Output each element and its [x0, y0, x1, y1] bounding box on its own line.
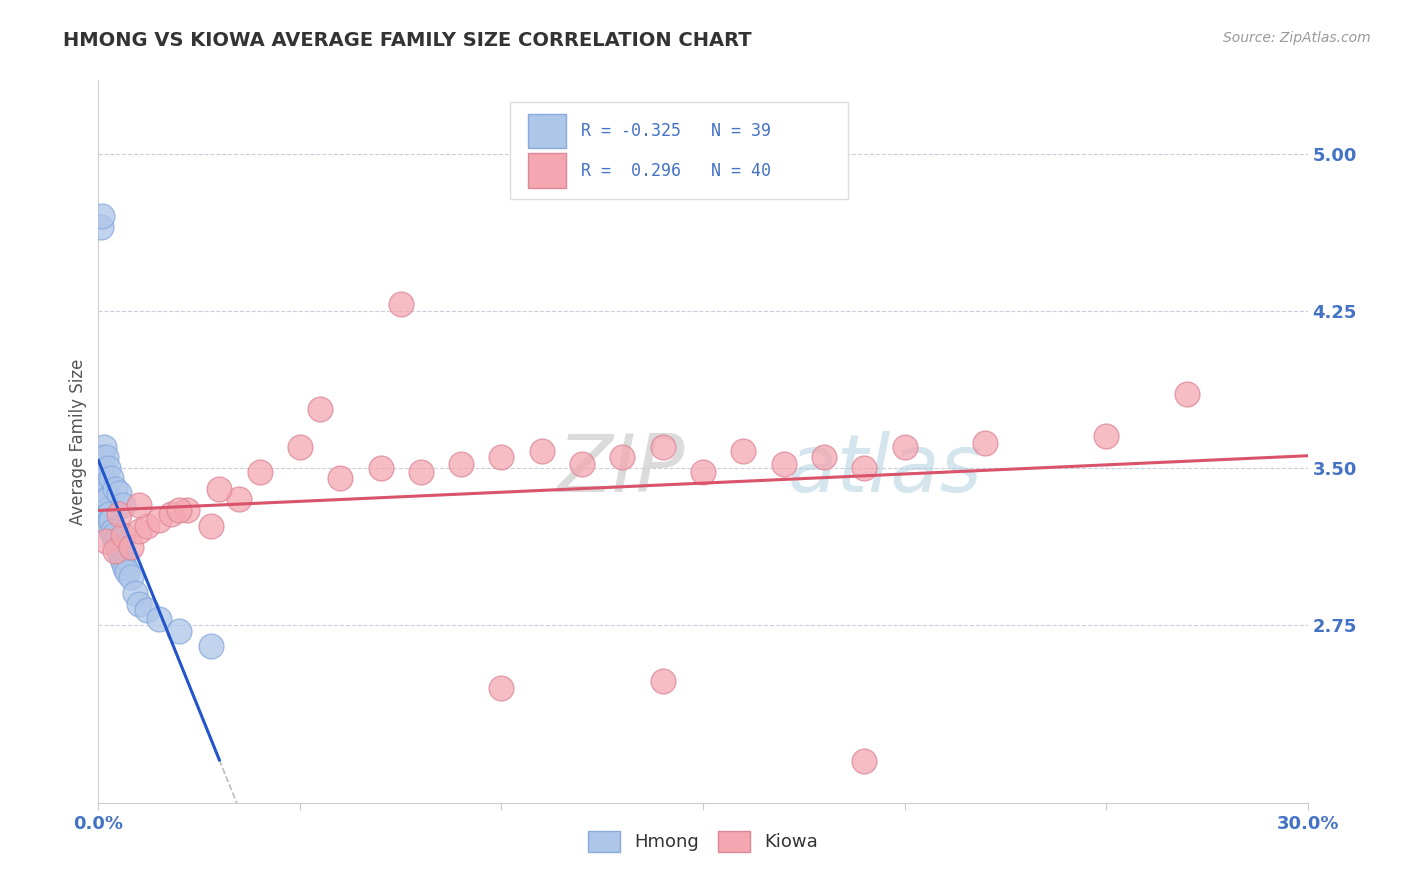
Point	[370, 460, 392, 475]
Point	[103, 527, 125, 541]
FancyBboxPatch shape	[527, 113, 567, 148]
Point	[309, 402, 332, 417]
Point	[97, 507, 120, 521]
Point	[90, 219, 112, 234]
Point	[107, 486, 129, 500]
Point	[974, 435, 997, 450]
Point	[176, 502, 198, 516]
Point	[97, 492, 120, 507]
Point	[98, 513, 121, 527]
Point	[612, 450, 634, 465]
Point	[651, 440, 673, 454]
Point	[100, 471, 122, 485]
Point	[103, 534, 125, 549]
Point	[853, 460, 876, 475]
Text: Source: ZipAtlas.com: Source: ZipAtlas.com	[1223, 31, 1371, 45]
Point	[115, 566, 138, 580]
Text: HMONG VS KIOWA AVERAGE FAMILY SIZE CORRELATION CHART: HMONG VS KIOWA AVERAGE FAMILY SIZE CORRE…	[63, 31, 752, 50]
Point	[101, 524, 124, 538]
Point	[733, 444, 755, 458]
Point	[94, 477, 117, 491]
Point	[1175, 387, 1198, 401]
Point	[96, 534, 118, 549]
Point	[208, 482, 231, 496]
Point	[148, 513, 170, 527]
Point	[389, 297, 412, 311]
Y-axis label: Average Family Size: Average Family Size	[69, 359, 87, 524]
Point	[103, 482, 125, 496]
Point	[103, 544, 125, 558]
Point	[200, 519, 222, 533]
FancyBboxPatch shape	[527, 153, 567, 188]
Point	[228, 492, 250, 507]
Point	[111, 555, 134, 569]
Point	[110, 549, 132, 563]
Point	[288, 440, 311, 454]
Point	[111, 527, 134, 541]
Point	[491, 681, 513, 695]
Text: ZIP: ZIP	[558, 432, 685, 509]
Point	[160, 507, 183, 521]
Point	[120, 569, 142, 583]
Point	[100, 524, 122, 538]
Point	[167, 502, 190, 516]
Point	[128, 524, 150, 538]
Text: atlas: atlas	[787, 432, 983, 509]
Point	[107, 507, 129, 521]
Point	[91, 465, 114, 479]
Point	[692, 465, 714, 479]
Point	[90, 450, 112, 465]
Text: R =  0.296   N = 40: R = 0.296 N = 40	[581, 161, 770, 179]
Point	[148, 611, 170, 625]
Point	[96, 492, 118, 507]
Point	[93, 440, 115, 454]
Point	[893, 440, 915, 454]
Point	[135, 603, 157, 617]
Point	[128, 499, 150, 513]
Point	[409, 465, 432, 479]
FancyBboxPatch shape	[509, 102, 848, 200]
Point	[89, 460, 111, 475]
Point	[651, 674, 673, 689]
Legend: Hmong, Kiowa: Hmong, Kiowa	[581, 823, 825, 859]
Text: R = -0.325   N = 39: R = -0.325 N = 39	[581, 122, 770, 140]
Point	[813, 450, 835, 465]
Point	[491, 450, 513, 465]
Point	[530, 444, 553, 458]
Point	[450, 457, 472, 471]
Point	[94, 486, 117, 500]
Point	[114, 561, 136, 575]
Point	[100, 513, 122, 527]
Point	[167, 624, 190, 638]
Point	[772, 457, 794, 471]
Point	[105, 541, 128, 555]
Point	[120, 541, 142, 555]
Point	[96, 450, 118, 465]
Point	[93, 482, 115, 496]
Point	[329, 471, 352, 485]
Point	[97, 460, 120, 475]
Point	[124, 586, 146, 600]
Point	[91, 471, 114, 485]
Point	[135, 519, 157, 533]
Point	[96, 502, 118, 516]
Point	[249, 465, 271, 479]
Point	[111, 499, 134, 513]
Point	[853, 754, 876, 768]
Point	[128, 597, 150, 611]
Point	[1095, 429, 1118, 443]
Point	[571, 457, 593, 471]
Point	[107, 544, 129, 558]
Point	[200, 639, 222, 653]
Point	[91, 210, 114, 224]
